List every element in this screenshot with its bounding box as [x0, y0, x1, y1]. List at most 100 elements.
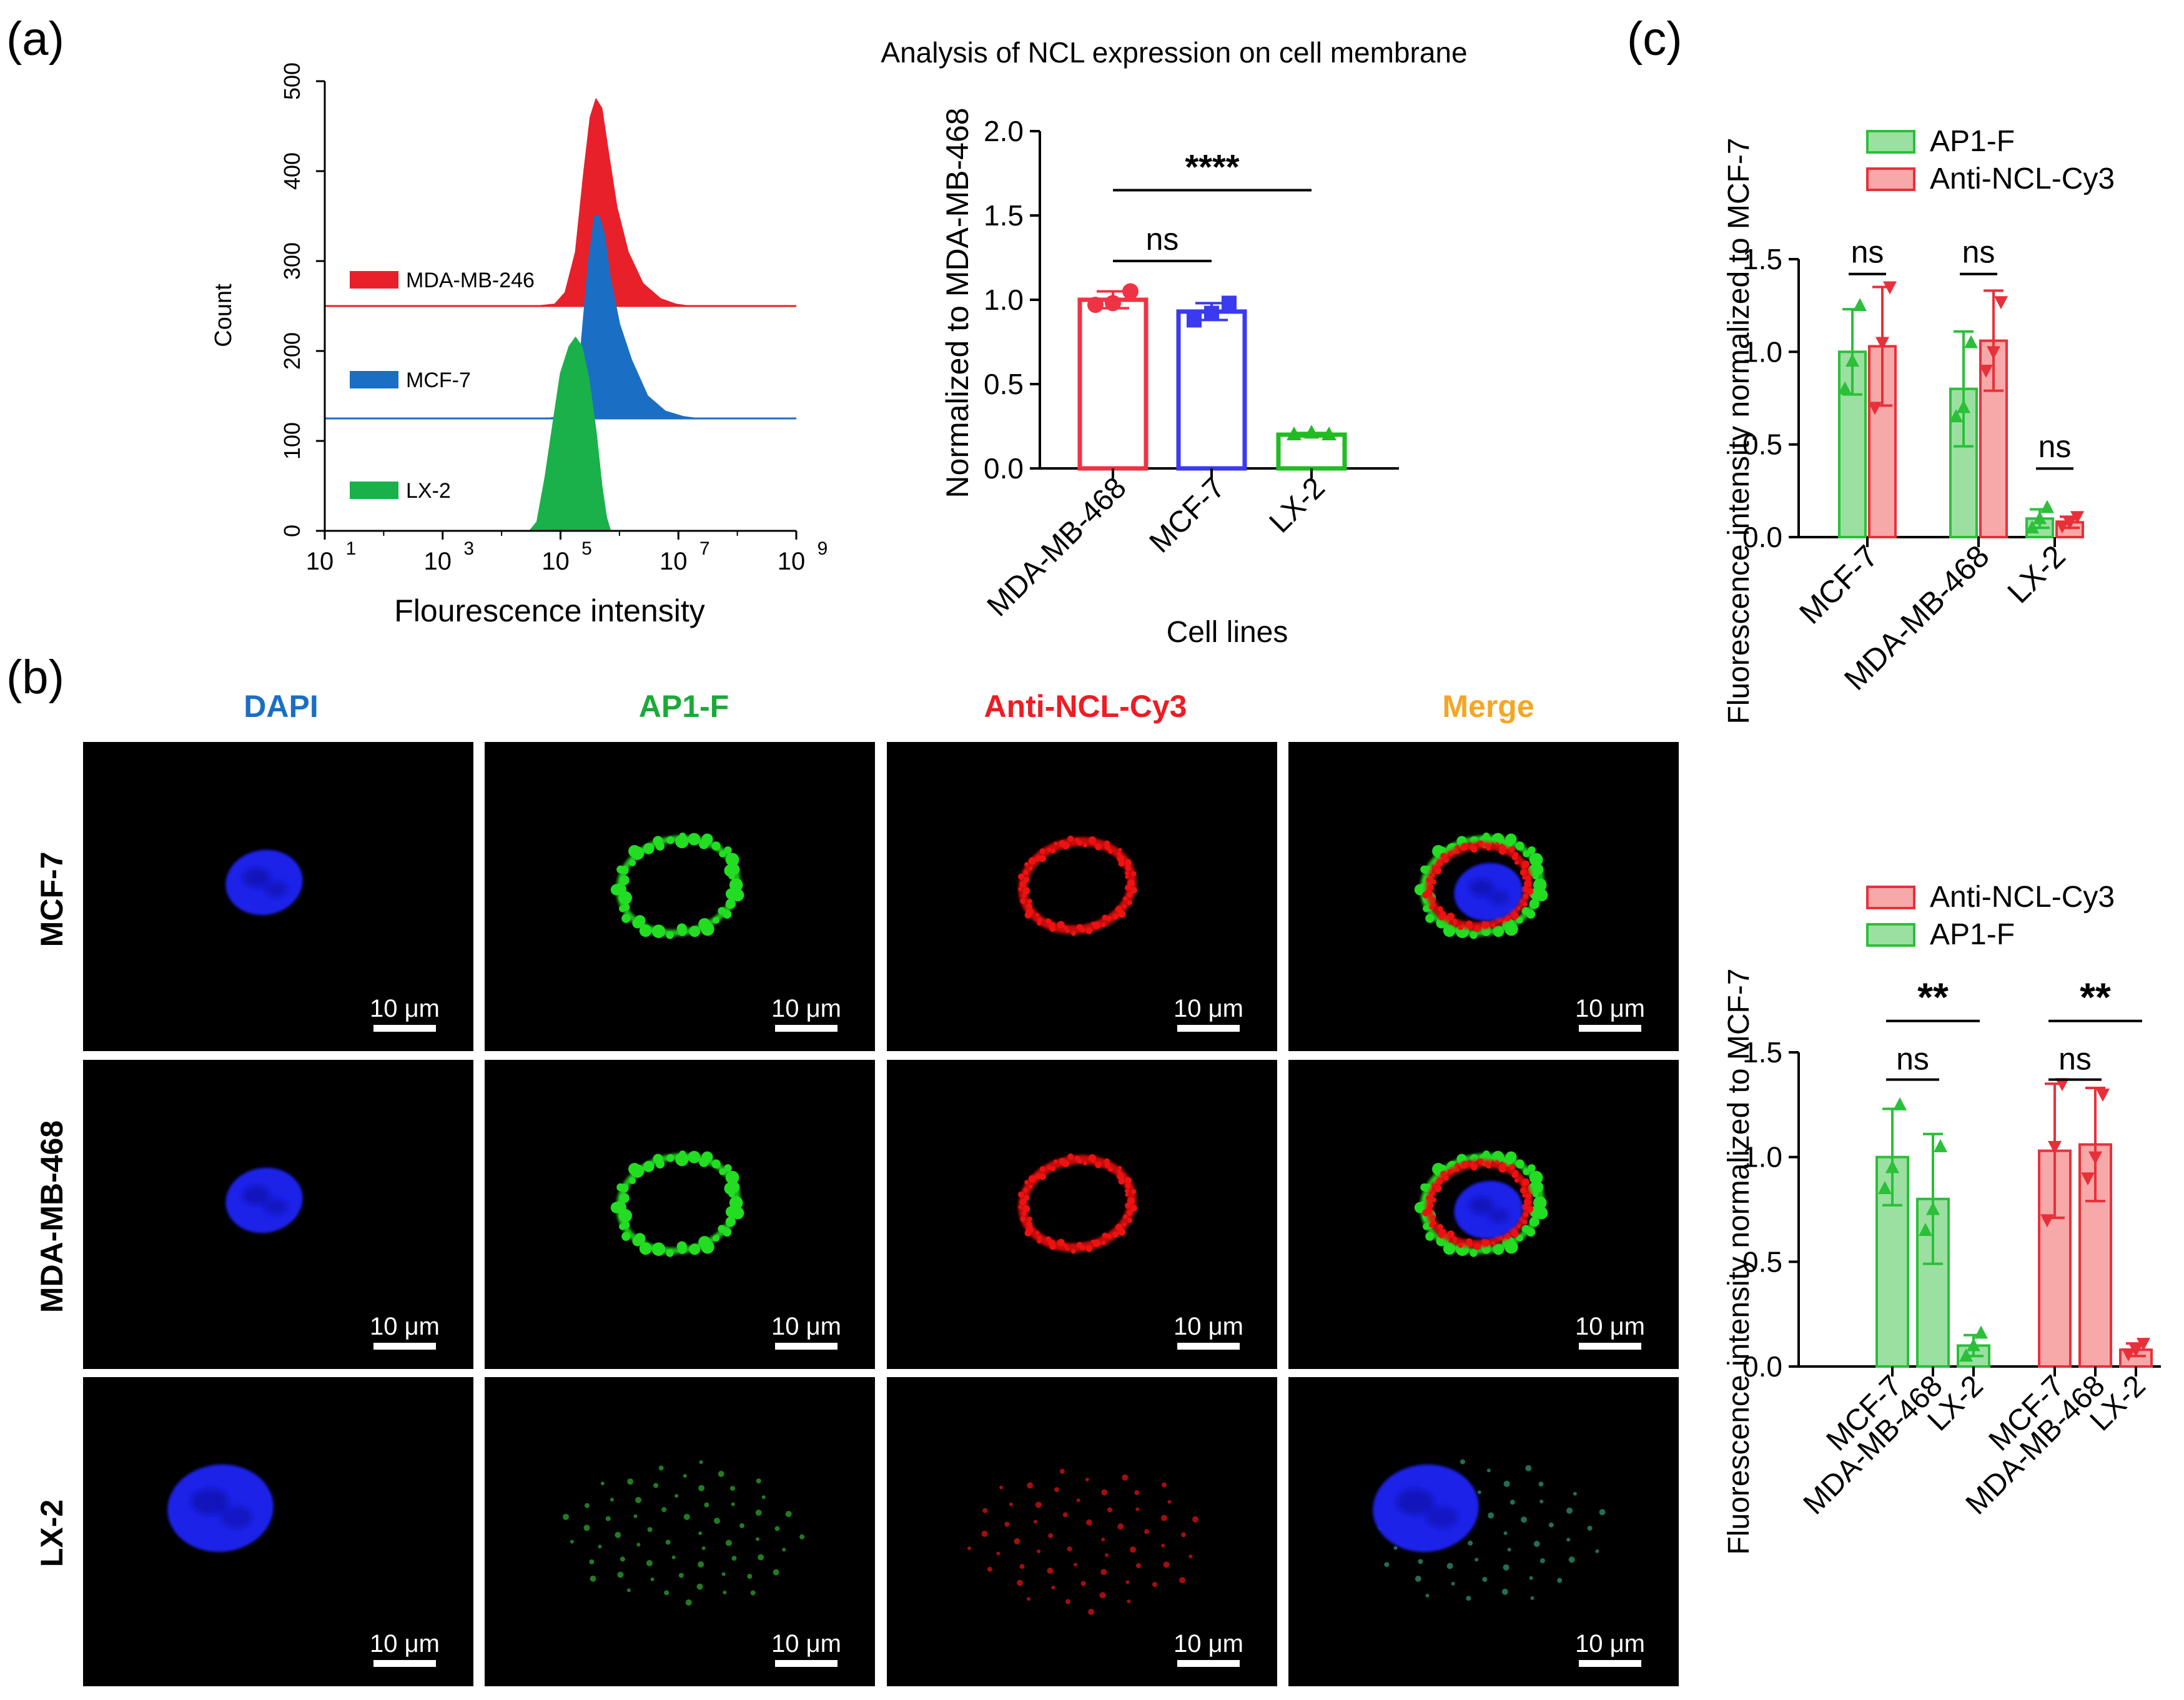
c-data-point — [1974, 1325, 1988, 1339]
c-data-point — [1949, 409, 1963, 423]
histogram-x-tick-label: 10 — [306, 548, 334, 575]
ncl-x-tick-label: MCF-7 — [1144, 471, 1232, 559]
c-data-point — [1957, 400, 1970, 413]
ncl-data-point — [1304, 425, 1319, 439]
c-data-point — [1846, 353, 1859, 367]
c-data-point — [2063, 516, 2077, 530]
ncl-significance-label: **** — [1185, 147, 1239, 187]
c-data-point — [1868, 402, 1882, 415]
micrograph-tile: 10 μm — [485, 1377, 875, 1686]
flow-histogram: 0 100 200 300 400 500 10 1 10 3 10 5 10 7 10 9 MDA-MB-2… — [210, 62, 828, 628]
histogram-y-tick-label: 100 — [279, 422, 305, 460]
ncl-significance-label: ns — [1146, 222, 1179, 257]
scale-bar — [1177, 1660, 1240, 1667]
c-significance-label: ns — [1851, 235, 1884, 270]
ncl-x-tick-label: MDA-MB-468 — [981, 471, 1133, 623]
histogram-legend-label: MCF-7 — [406, 368, 471, 392]
scale-bar — [373, 1025, 436, 1032]
ncl-y-tick-label: 0.0 — [984, 452, 1024, 485]
micrograph-tile: 10 μm — [887, 742, 1277, 1051]
c-data-point — [1885, 1160, 1899, 1174]
c-data-point — [2055, 1078, 2069, 1092]
scale-bar — [775, 1660, 838, 1667]
histogram-x-tick-label: 10 — [778, 548, 806, 575]
histogram-x-tick-exponent: 3 — [463, 538, 474, 559]
scale-bar-label: 10 μm — [1174, 1630, 1243, 1658]
histogram-x-tick-exponent: 7 — [699, 538, 710, 559]
histogram-curve-lx-2 — [528, 336, 611, 531]
ncl-y-tick-label: 1.0 — [984, 284, 1024, 316]
c-y-tick-label: 0.5 — [1742, 1245, 1782, 1278]
scale-bar-label: 10 μm — [370, 1630, 440, 1658]
microscopy-grid: DAPI AP1-F Anti-NCL-Cy3 Merge MCF-7 MDA-… — [34, 689, 1679, 1686]
c-data-point — [1964, 335, 1978, 348]
scale-bar — [373, 1343, 436, 1350]
row-label-lx2: LX-2 — [34, 1500, 69, 1567]
scale-bar — [373, 1660, 436, 1667]
histogram-x-axis-label: Flourescence intensity — [394, 593, 704, 628]
ncl-data-point — [1087, 297, 1104, 314]
c-significance-label: ns — [2038, 429, 2072, 464]
c-significance-label: ns — [2058, 1042, 2092, 1077]
c-y-tick-label: 1.0 — [1742, 335, 1782, 368]
c-data-point — [2081, 1172, 2095, 1186]
column-title-dapi: DAPI — [244, 689, 318, 724]
c-data-point — [2033, 511, 2047, 525]
panel-label-a: (a) — [6, 12, 64, 66]
ncl-bar — [1176, 309, 1247, 471]
column-title-ap1f: AP1-F — [639, 689, 729, 724]
c-data-point — [1979, 365, 1993, 378]
c-legend-swatch — [1866, 167, 1915, 191]
c-legend-label: AP1-F — [1930, 918, 2015, 951]
c-data-point — [2048, 1140, 2062, 1154]
c-data-point — [2122, 1348, 2135, 1361]
scale-bar-label: 10 μm — [771, 1313, 841, 1340]
scale-bar-label: 10 μm — [370, 995, 440, 1022]
c-data-point — [2088, 1151, 2102, 1165]
micrograph-tile: 10 μm — [485, 742, 875, 1051]
histogram-legend-label: MDA-MB-246 — [406, 269, 535, 292]
c-x-tick-label: MCF-7 — [1792, 538, 1885, 631]
c-data-point — [2040, 1214, 2054, 1228]
c-y-tick-label: 1.5 — [1742, 1036, 1782, 1069]
histogram-x-tick-label: 10 — [541, 548, 570, 575]
ncl-data-point — [1322, 427, 1337, 440]
histogram-x-tick-exponent: 1 — [346, 538, 357, 559]
scale-bar-label: 10 μm — [771, 1630, 841, 1658]
scale-bar-label: 10 μm — [1575, 1630, 1645, 1658]
c-data-point — [1934, 1139, 1947, 1152]
c-legend-label: AP1-F — [1930, 125, 2015, 158]
ncl-y-tick-label: 1.5 — [984, 199, 1024, 232]
c-top-y-axis-label: Fluorescence intensity normalized to MCF… — [1722, 137, 1756, 724]
c-data-point — [2040, 500, 2054, 513]
c-data-point — [2096, 1089, 2110, 1102]
c-data-point — [2070, 511, 2084, 525]
c-data-point — [1959, 1348, 1973, 1362]
ncl-bar — [1077, 297, 1149, 471]
c-bottom-bar-chart: Fluorescence intensity normalized to MCF… — [1722, 881, 2161, 1555]
micrograph-tile: 10 μm — [1288, 742, 1679, 1051]
scale-bar — [1177, 1025, 1240, 1032]
scale-bar-label: 10 μm — [1575, 1313, 1645, 1340]
histogram-legend-swatch — [350, 482, 398, 499]
histogram-x-tick-label: 10 — [424, 548, 452, 575]
micrograph-tile: 10 μm — [485, 1060, 875, 1369]
scale-bar — [775, 1343, 838, 1350]
c-data-point — [1926, 1202, 1940, 1215]
scale-bar — [1177, 1343, 1240, 1350]
histogram-y-tick-label: 500 — [279, 62, 305, 100]
c-y-tick-label: 0.5 — [1742, 428, 1782, 461]
histogram-x-tick-exponent: 9 — [818, 538, 828, 559]
c-legend-swatch — [1866, 923, 1915, 947]
micrograph-tile: 10 μm — [83, 1377, 473, 1686]
c-data-point — [2137, 1338, 2150, 1352]
ncl-data-point — [1204, 305, 1219, 321]
c-significance-label: ** — [2080, 975, 2111, 1020]
c-significance-label: ** — [1917, 975, 1949, 1020]
ncl-data-point — [1287, 427, 1302, 440]
ncl-data-point — [1105, 295, 1121, 312]
scale-bar-label: 10 μm — [1174, 995, 1243, 1022]
ncl-bar-chart: Analysis of NCL expression on cell membr… — [881, 36, 1467, 649]
c-data-point — [1967, 1338, 1980, 1352]
c-x-tick-label: LX-2 — [2000, 538, 2072, 610]
